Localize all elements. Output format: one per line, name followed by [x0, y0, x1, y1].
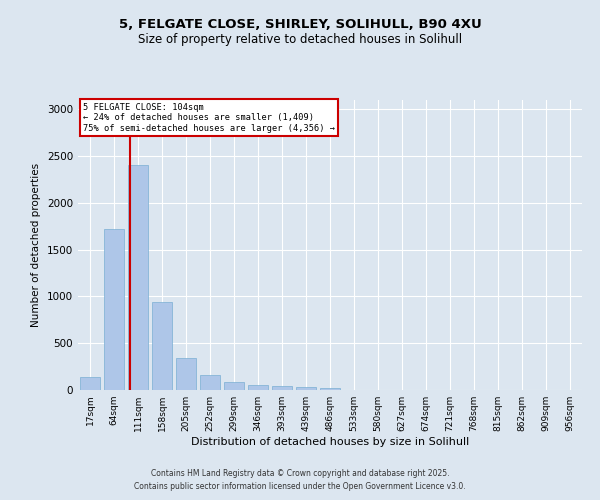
Text: Size of property relative to detached houses in Solihull: Size of property relative to detached ho…: [138, 32, 462, 46]
Bar: [80, 377, 100, 390]
Y-axis label: Number of detached properties: Number of detached properties: [31, 163, 41, 327]
Bar: [320, 388, 340, 390]
Bar: [200, 374, 220, 390]
Bar: [104, 229, 124, 390]
Bar: [152, 302, 172, 390]
Text: Contains HM Land Registry data © Crown copyright and database right 2025.: Contains HM Land Registry data © Crown c…: [151, 468, 449, 477]
X-axis label: Distribution of detached houses by size in Solihull: Distribution of detached houses by size …: [191, 437, 469, 447]
Bar: [248, 385, 268, 390]
Bar: [296, 387, 316, 390]
Bar: [176, 358, 196, 390]
Bar: [224, 382, 244, 390]
Bar: [128, 166, 148, 390]
Text: 5 FELGATE CLOSE: 104sqm
← 24% of detached houses are smaller (1,409)
75% of semi: 5 FELGATE CLOSE: 104sqm ← 24% of detache…: [83, 103, 335, 132]
Text: 5, FELGATE CLOSE, SHIRLEY, SOLIHULL, B90 4XU: 5, FELGATE CLOSE, SHIRLEY, SOLIHULL, B90…: [119, 18, 481, 30]
Bar: [272, 386, 292, 390]
Text: Contains public sector information licensed under the Open Government Licence v3: Contains public sector information licen…: [134, 482, 466, 491]
